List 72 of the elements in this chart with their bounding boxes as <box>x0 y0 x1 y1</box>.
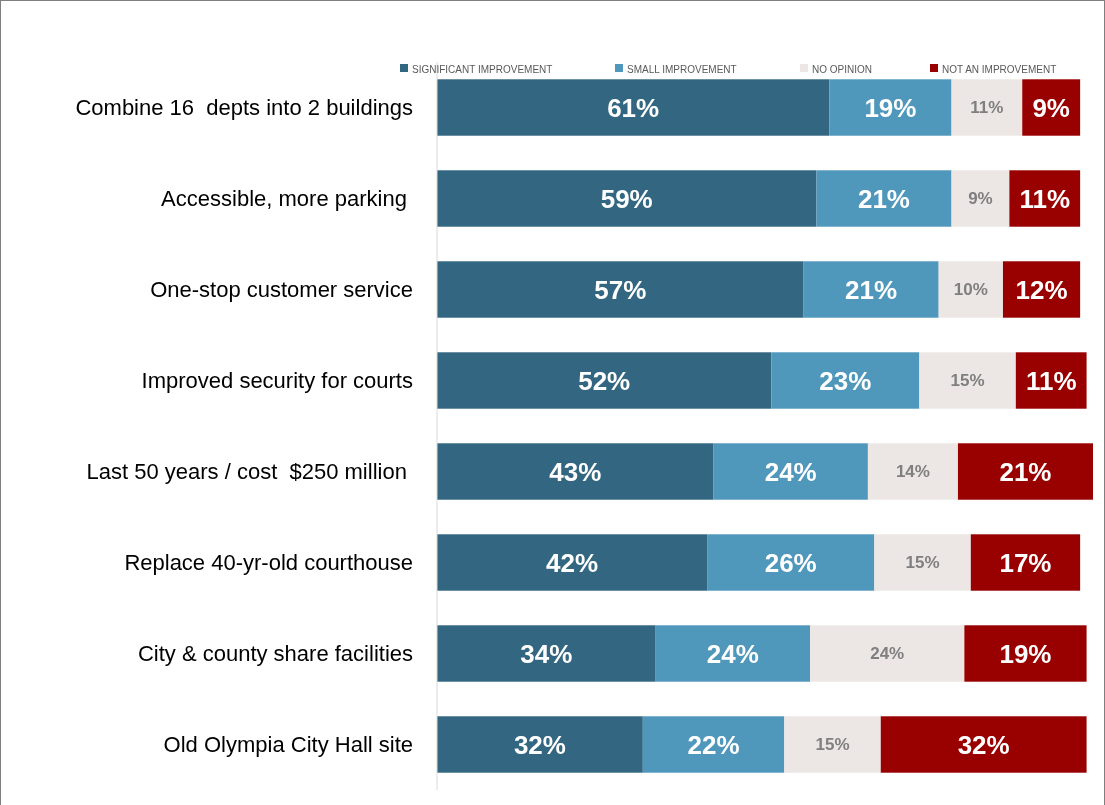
bar <box>951 170 1010 227</box>
data-label: 21% <box>857 183 910 214</box>
data-label: 19% <box>999 638 1052 669</box>
legend-label: SIGNIFICANT IMPROVEMENT <box>412 63 553 75</box>
data-label: 21% <box>845 274 898 305</box>
bar <box>880 716 1087 773</box>
data-label: 24% <box>764 456 817 487</box>
legend-label: NO OPINION <box>812 63 873 75</box>
data-label: 43% <box>549 456 602 487</box>
data-label: 10% <box>953 280 988 300</box>
bar <box>970 534 1081 591</box>
data-label: 59% <box>600 183 653 214</box>
data-label: 61% <box>607 92 660 123</box>
bar <box>803 261 939 318</box>
bar <box>938 261 1003 318</box>
bar <box>771 352 920 409</box>
bar <box>867 443 958 500</box>
bar <box>655 625 811 682</box>
bar <box>437 534 708 591</box>
bar <box>437 79 830 136</box>
bar <box>874 534 971 591</box>
data-label: 11% <box>970 98 1004 118</box>
data-label: 32% <box>957 729 1010 760</box>
data-label: 15% <box>905 553 940 573</box>
data-label: 21% <box>999 456 1052 487</box>
data-label: 24% <box>870 644 905 664</box>
bar <box>437 625 656 682</box>
data-label: 32% <box>513 729 566 760</box>
data-label: 17% <box>999 547 1052 578</box>
y-tick-label: Replace 40-yr-old courthouse <box>124 550 413 576</box>
bar <box>707 534 875 591</box>
data-label: 52% <box>578 365 631 396</box>
bar <box>919 352 1016 409</box>
bar <box>964 625 1087 682</box>
bar <box>810 625 965 682</box>
bar <box>829 79 952 136</box>
data-label: 34% <box>520 638 573 669</box>
data-label: 9% <box>968 189 993 209</box>
data-label: 19% <box>864 92 917 123</box>
data-label: 24% <box>706 638 759 669</box>
data-label: 11% <box>1019 183 1071 214</box>
bar <box>437 170 817 227</box>
data-label: 57% <box>594 274 647 305</box>
legend-label: NOT AN IMPROVEMENT <box>942 63 1057 75</box>
bar <box>957 443 1093 500</box>
data-label: 15% <box>950 371 985 391</box>
bar <box>713 443 868 500</box>
bar <box>437 261 804 318</box>
y-tick-label: Improved security for courts <box>141 368 413 394</box>
data-label: 11% <box>1025 365 1077 396</box>
y-tick-label: Old Olympia City Hall site <box>163 732 413 758</box>
bar <box>437 352 772 409</box>
bar <box>437 716 643 773</box>
y-tick-label: Combine 16 depts into 2 buildings <box>75 95 413 121</box>
y-tick-label: One-stop customer service <box>150 277 413 303</box>
data-label: 26% <box>764 547 817 578</box>
data-label: 15% <box>815 735 850 755</box>
y-tick-label: Accessible, more parking <box>161 186 413 212</box>
y-tick-label: City & county share facilities <box>137 641 413 667</box>
legend-label: SMALL IMPROVEMENT <box>627 63 737 75</box>
bar <box>951 79 1023 136</box>
bar <box>642 716 785 773</box>
bar <box>784 716 881 773</box>
data-label: 9% <box>1032 92 1070 123</box>
bar <box>437 443 714 500</box>
bar <box>816 170 952 227</box>
data-label: 22% <box>687 729 740 760</box>
y-tick-label: Last 50 years / cost $250 million <box>86 459 413 485</box>
data-label: 12% <box>1015 274 1068 305</box>
data-label: 42% <box>546 547 599 578</box>
data-label: 14% <box>895 462 930 482</box>
data-label: 23% <box>819 365 872 396</box>
